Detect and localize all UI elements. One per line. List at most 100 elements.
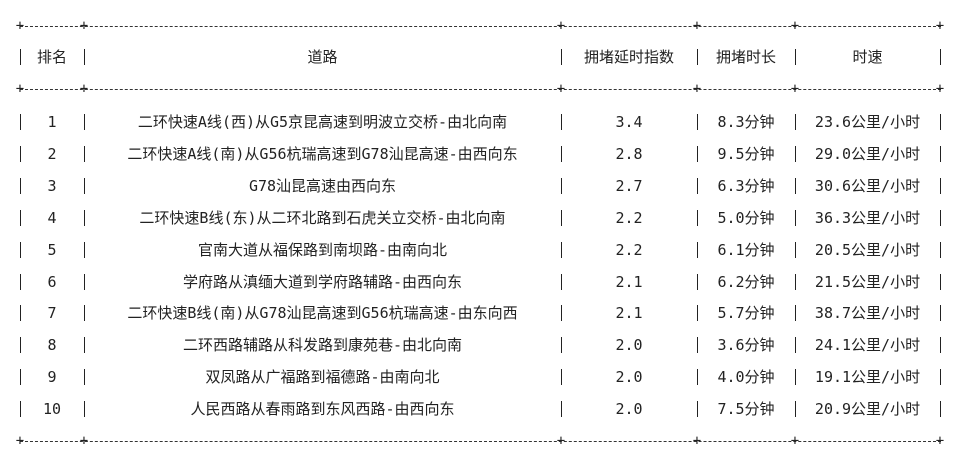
table-row: 1 二环快速A线(西)从G5京昆高速到明波立交桥-由北向南 3.4 8.3分钟 23.6…	[0, 110, 959, 134]
column-separator	[20, 337, 21, 354]
column-separator	[20, 401, 21, 418]
column-separator	[561, 145, 562, 162]
border-corner: +	[935, 18, 945, 34]
border-corner: +	[15, 433, 25, 449]
column-separator	[561, 49, 562, 65]
column-separator	[940, 369, 941, 386]
table-cell: 10	[42, 400, 62, 419]
table-cell: 2.2	[615, 208, 643, 227]
column-separator	[84, 241, 85, 258]
table-cell: 3.4	[615, 113, 643, 131]
column-separator	[697, 305, 698, 322]
column-separator	[561, 241, 562, 258]
table-cell: 2.7	[615, 176, 643, 195]
table-cell: 二环快速B线(南)从G78汕昆高速到G56杭瑞高速-由东向西	[127, 304, 518, 323]
column-separator	[697, 49, 698, 65]
border-corner: +	[935, 81, 945, 97]
column-separator	[20, 177, 21, 194]
column-separator	[697, 241, 698, 258]
column-separator	[940, 49, 941, 65]
column-separator	[795, 114, 796, 130]
border-corner: +	[556, 433, 566, 449]
table-cell: 24.1公里/小时	[814, 336, 921, 355]
column-separator	[697, 114, 698, 130]
table-cell: 9	[47, 368, 57, 387]
column-separator	[84, 177, 85, 194]
table-cell: 6.1分钟	[717, 240, 775, 259]
table-cell: 2.1	[615, 272, 643, 291]
column-header: 拥堵延时指数	[583, 48, 674, 66]
border-corner: +	[790, 81, 800, 97]
table-cell: G78汕昆高速由西向东	[248, 176, 397, 195]
column-separator	[697, 145, 698, 162]
table-cell: 3	[47, 176, 57, 195]
column-separator	[940, 241, 941, 258]
column-header: 道路	[307, 48, 338, 66]
column-separator	[84, 305, 85, 322]
table-row: 3 G78汕昆高速由西向东 2.7 6.3分钟 30.6公里/小时	[0, 174, 959, 198]
column-separator	[795, 209, 796, 226]
table-cell: 人民西路从春雨路到东风西路-由西向东	[190, 400, 455, 419]
table-cell: 5.7分钟	[717, 304, 775, 323]
column-separator	[561, 369, 562, 386]
column-separator	[561, 209, 562, 226]
column-separator	[561, 305, 562, 322]
table-cell: 8	[47, 336, 57, 355]
table-cell: 2.0	[615, 336, 643, 355]
column-separator	[84, 114, 85, 130]
border-corner: +	[790, 18, 800, 34]
column-separator	[20, 305, 21, 322]
table-cell: 36.3公里/小时	[814, 208, 921, 227]
header-row: 排名 道路 拥堵延时指数 拥堵时长 时速	[0, 45, 959, 69]
border-corner: +	[935, 433, 945, 449]
table-border-line	[20, 89, 941, 90]
column-header: 时速	[852, 48, 883, 66]
column-separator	[697, 337, 698, 354]
table-cell: 21.5公里/小时	[814, 272, 921, 291]
column-separator	[84, 49, 85, 65]
table-cell: 23.6公里/小时	[814, 113, 921, 131]
border-corner: +	[79, 81, 89, 97]
table-border-line	[20, 26, 941, 27]
table-cell: 二环快速A线(西)从G5京昆高速到明波立交桥-由北向南	[137, 113, 508, 131]
table-cell: 4.0分钟	[717, 368, 775, 387]
column-separator	[795, 177, 796, 194]
column-separator	[697, 369, 698, 386]
table-cell: 7	[47, 304, 57, 323]
table-row: 7 二环快速B线(南)从G78汕昆高速到G56杭瑞高速-由东向西 2.1 5.7分钟 3…	[0, 301, 959, 325]
column-separator	[84, 337, 85, 354]
column-separator	[795, 369, 796, 386]
column-separator	[795, 401, 796, 418]
column-separator	[84, 369, 85, 386]
column-separator	[795, 145, 796, 162]
column-separator	[697, 177, 698, 194]
table-row: 4 二环快速B线(东)从二环北路到石虎关立交桥-由北向南 2.2 5.0分钟 36.3公…	[0, 206, 959, 230]
column-separator	[561, 177, 562, 194]
table-cell: 8.3分钟	[717, 113, 775, 131]
column-header: 排名	[36, 48, 67, 66]
table-cell: 20.9公里/小时	[814, 400, 921, 419]
column-separator	[940, 209, 941, 226]
table-cell: 4	[47, 208, 57, 227]
column-separator	[561, 114, 562, 130]
border-corner: +	[556, 81, 566, 97]
table-cell: 2.2	[615, 240, 643, 259]
table-cell: 2.8	[615, 144, 643, 163]
border-corner: +	[15, 18, 25, 34]
table-cell: 3.6分钟	[717, 336, 775, 355]
column-separator	[795, 49, 796, 65]
column-separator	[697, 401, 698, 418]
border-corner: +	[556, 18, 566, 34]
column-separator	[697, 209, 698, 226]
border-corner: +	[790, 433, 800, 449]
table-cell: 19.1公里/小时	[814, 368, 921, 387]
table-cell: 二环西路辅路从科发路到康苑巷-由北向南	[182, 336, 463, 355]
column-separator	[697, 273, 698, 290]
table-cell: 双凤路从广福路到福德路-由南向北	[205, 368, 440, 387]
column-separator	[84, 209, 85, 226]
column-separator	[84, 145, 85, 162]
table-cell: 6.2分钟	[717, 272, 775, 291]
column-separator	[20, 273, 21, 290]
column-separator	[561, 401, 562, 418]
table-cell: 2.0	[615, 368, 643, 387]
